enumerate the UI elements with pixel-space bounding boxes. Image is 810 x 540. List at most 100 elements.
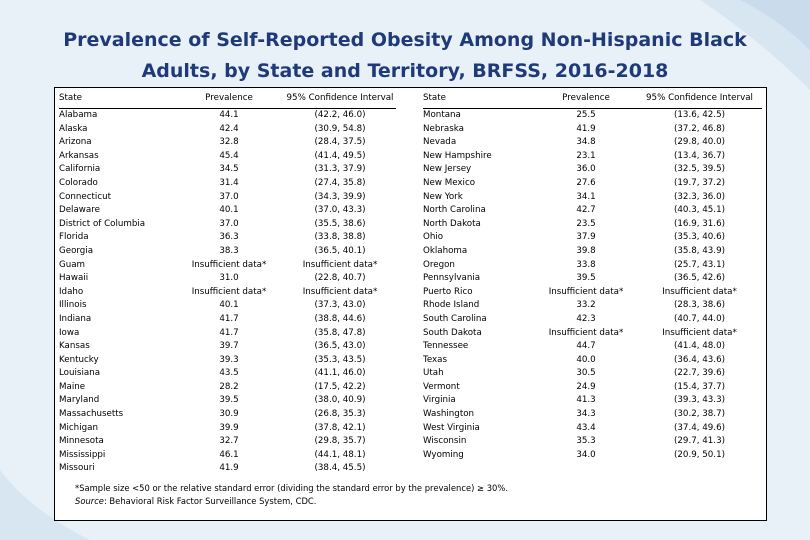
state-name: New Mexico	[423, 177, 476, 188]
prevalence-value: 41.9	[219, 463, 239, 474]
table-row: Nebraska 41.9 (37.2, 46.8)	[419, 123, 766, 137]
table-row: Massachusetts 30.9 (26.8, 35.3)	[55, 408, 400, 422]
state-name: South Carolina	[423, 313, 487, 324]
state-name: Guam	[59, 259, 86, 270]
state-name: Alabama	[59, 110, 98, 120]
prevalence-value: 41.7	[219, 313, 239, 324]
confidence-interval: (26.8, 35.3)	[314, 409, 366, 420]
prevalence-value: 33.2	[576, 300, 596, 311]
state-name: Iowa	[59, 327, 80, 338]
confidence-interval: (28.3, 38.6)	[674, 300, 725, 311]
confidence-interval: (15.4, 37.7)	[674, 381, 725, 392]
confidence-interval: (31.3, 37.9)	[314, 164, 366, 175]
prevalence-value: 44.7	[576, 341, 596, 352]
table-row: Alabama 44.1 (42.2, 46.0)	[55, 109, 400, 123]
prevalence-value: 42.7	[576, 205, 596, 216]
table-row: Virginia 41.3 (39.3, 43.3)	[419, 394, 766, 408]
state-name: Georgia	[59, 245, 94, 256]
left-table-header: State Prevalence 95% Confidence Interval	[55, 88, 400, 109]
table-row: North Carolina 42.7 (40.3, 45.1)	[419, 204, 766, 218]
table-row: Hawaii 31.0 (22.8, 40.7)	[55, 272, 400, 286]
prevalence-value: 44.1	[219, 110, 239, 120]
state-name: Wyoming	[423, 449, 464, 460]
table-row: Puerto Rico Insufficient data* Insufficien…	[419, 286, 766, 300]
state-name: District of Columbia	[59, 218, 146, 229]
prevalence-value: 24.9	[576, 381, 596, 392]
prevalence-value: 30.5	[576, 368, 596, 379]
state-name: Hawaii	[59, 273, 89, 284]
table-row: North Dakota 23.5 (16.9, 31.6)	[419, 218, 766, 232]
state-name: New Jersey	[423, 164, 472, 175]
header-prevalence: Prevalence	[205, 93, 253, 103]
confidence-interval: (35.5, 38.6)	[314, 218, 366, 229]
prevalence-value: 39.5	[576, 273, 596, 284]
table-row: Delaware 40.1 (37.0, 43.3)	[55, 204, 400, 218]
state-name: Kansas	[59, 341, 90, 352]
confidence-interval: (29.8, 40.0)	[674, 137, 725, 148]
prevalence-value: 23.5	[576, 218, 596, 229]
table-row: Minnesota 32.7 (29.8, 35.7)	[55, 435, 400, 449]
table-row: Maryland 39.5 (38.0, 40.9)	[55, 394, 400, 408]
table-row: Tennessee 44.7 (41.4, 48.0)	[419, 340, 766, 354]
footnote-sample-size: *Sample size <50 or the relative standar…	[75, 483, 508, 493]
prevalence-value: 39.5	[219, 395, 239, 406]
table-row: Georgia 38.3 (36.5, 40.1)	[55, 245, 400, 259]
state-name: Puerto Rico	[423, 286, 473, 297]
state-name: Ohio	[423, 232, 444, 243]
table-row: Montana 25.5 (13.6, 42.5)	[419, 109, 766, 123]
prevalence-value: 39.8	[576, 245, 596, 256]
prevalence-value: 45.4	[219, 150, 239, 161]
state-name: Michigan	[59, 422, 98, 433]
prevalence-value: Insufficient data*	[191, 259, 267, 270]
table-row: Alaska 42.4 (30.9, 54.8)	[55, 123, 400, 137]
confidence-interval: (41.4, 49.5)	[314, 150, 366, 161]
confidence-interval: (32.3, 36.0)	[674, 191, 725, 202]
prevalence-value: 38.3	[219, 245, 239, 256]
state-name: West Virginia	[423, 422, 480, 433]
table-row: Texas 40.0 (36.4, 43.6)	[419, 354, 766, 368]
prevalence-value: 31.4	[219, 177, 239, 188]
footnote: *Sample size <50 or the relative standar…	[75, 482, 508, 508]
page-title: Prevalence of Self-Reported Obesity Amon…	[0, 25, 810, 87]
table-row: South Dakota Insufficient data* Insufficie…	[419, 327, 766, 341]
confidence-interval: (29.7, 41.3)	[674, 436, 725, 447]
state-name: Minnesota	[59, 436, 104, 447]
confidence-interval: Insufficient data*	[302, 259, 378, 270]
confidence-interval: (36.5, 43.0)	[314, 341, 366, 352]
prevalence-value: Insufficient data*	[548, 286, 624, 297]
confidence-interval: Insufficient data*	[302, 286, 378, 297]
prevalence-value: 30.9	[219, 409, 239, 420]
state-name: New York	[423, 191, 463, 202]
state-name: Illinois	[59, 300, 87, 311]
table-row: Nevada 34.8 (29.8, 40.0)	[419, 136, 766, 150]
confidence-interval: (22.7, 39.6)	[674, 368, 725, 379]
table-row: New Jersey 36.0 (32.5, 39.5)	[419, 163, 766, 177]
table-row: Rhode Island 33.2 (28.3, 38.6)	[419, 299, 766, 313]
table-row: Utah 30.5 (22.7, 39.6)	[419, 367, 766, 381]
confidence-interval: (40.3, 45.1)	[674, 205, 725, 216]
prevalence-value: 34.1	[576, 191, 596, 202]
confidence-interval: (39.3, 43.3)	[674, 395, 725, 406]
confidence-interval: (40.7, 44.0)	[674, 313, 725, 324]
prevalence-value: 36.3	[219, 232, 239, 243]
state-name: Massachusetts	[59, 409, 124, 420]
prevalence-value: 34.5	[219, 164, 239, 175]
confidence-interval: (35.3, 43.5)	[314, 354, 366, 365]
state-name: Wisconsin	[423, 436, 467, 447]
state-name: Louisiana	[59, 368, 101, 379]
table-row: Mississippi 46.1 (44.1, 48.1)	[55, 449, 400, 463]
table-row: West Virginia 43.4 (37.4, 49.6)	[419, 422, 766, 436]
confidence-interval: (19.7, 37.2)	[674, 177, 725, 188]
state-name: Nebraska	[423, 123, 464, 134]
state-name: Florida	[59, 232, 89, 243]
prevalence-value: 33.8	[576, 259, 596, 270]
confidence-interval: (35.3, 40.6)	[674, 232, 725, 243]
table-row: New Hampshire 23.1 (13.4, 36.7)	[419, 150, 766, 164]
confidence-interval: (16.9, 31.6)	[674, 218, 725, 229]
table-row: Kansas 39.7 (36.5, 43.0)	[55, 340, 400, 354]
confidence-interval: (37.2, 46.8)	[674, 123, 725, 134]
source-text: : Behavioral Risk Factor Surveillance Sy…	[103, 496, 317, 506]
state-name: North Dakota	[423, 218, 481, 229]
state-name: Pennsylvania	[423, 273, 481, 284]
confidence-interval: (30.9, 54.8)	[314, 123, 366, 134]
